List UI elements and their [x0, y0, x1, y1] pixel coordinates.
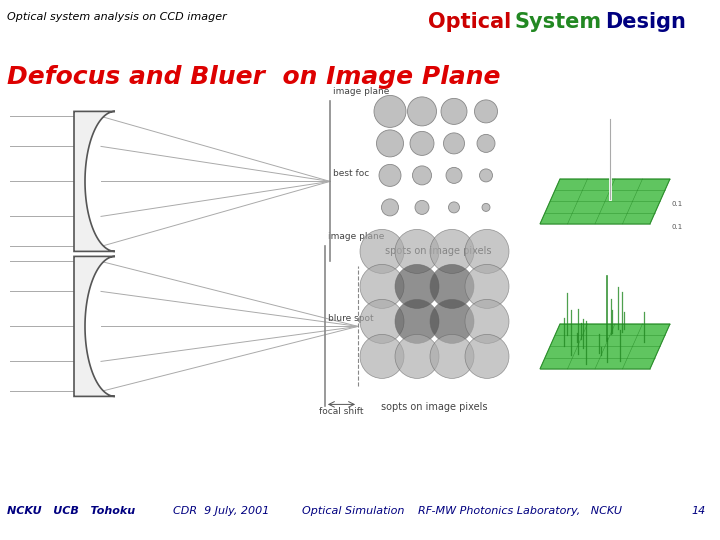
- Circle shape: [465, 265, 509, 308]
- Circle shape: [379, 164, 401, 186]
- Circle shape: [360, 334, 404, 379]
- Polygon shape: [540, 179, 670, 224]
- Circle shape: [360, 230, 404, 273]
- Circle shape: [444, 133, 464, 154]
- Text: 0.1: 0.1: [672, 201, 683, 207]
- Circle shape: [360, 299, 404, 343]
- Text: 14: 14: [691, 505, 706, 516]
- Text: RF-MW Photonics Laboratory,   NCKU: RF-MW Photonics Laboratory, NCKU: [418, 505, 621, 516]
- Text: focal shift: focal shift: [319, 407, 364, 416]
- Text: NCKU   UCB   Tohoku: NCKU UCB Tohoku: [7, 505, 135, 516]
- Circle shape: [430, 230, 474, 273]
- Circle shape: [395, 265, 439, 308]
- Text: image plane: image plane: [328, 232, 384, 241]
- Text: Defocus and Bluer  on Image Plane: Defocus and Bluer on Image Plane: [7, 65, 500, 89]
- Circle shape: [480, 169, 492, 182]
- Circle shape: [441, 98, 467, 124]
- Text: spots on image pixels: spots on image pixels: [384, 246, 491, 256]
- Text: Optical system analysis on CCD imager: Optical system analysis on CCD imager: [7, 12, 227, 22]
- Circle shape: [477, 134, 495, 152]
- Text: Design: Design: [605, 12, 685, 32]
- Circle shape: [465, 230, 509, 273]
- Circle shape: [408, 97, 436, 126]
- Text: 0.1: 0.1: [672, 224, 683, 230]
- Polygon shape: [74, 111, 115, 252]
- Circle shape: [382, 199, 398, 216]
- Circle shape: [395, 299, 439, 343]
- Text: Optical Simulation: Optical Simulation: [302, 505, 405, 516]
- Polygon shape: [540, 324, 670, 369]
- Text: image plane: image plane: [333, 87, 390, 97]
- Circle shape: [465, 299, 509, 343]
- Circle shape: [374, 96, 406, 127]
- Text: CDR  9 July, 2001: CDR 9 July, 2001: [173, 505, 269, 516]
- Text: Optical: Optical: [428, 12, 512, 32]
- Circle shape: [430, 299, 474, 343]
- Circle shape: [430, 334, 474, 379]
- Circle shape: [465, 334, 509, 379]
- Circle shape: [415, 200, 429, 214]
- Circle shape: [449, 202, 459, 213]
- Circle shape: [395, 334, 439, 379]
- Polygon shape: [74, 256, 115, 396]
- Circle shape: [413, 166, 431, 185]
- Text: sopts on image pixels: sopts on image pixels: [382, 402, 487, 412]
- Circle shape: [482, 204, 490, 211]
- Circle shape: [446, 167, 462, 184]
- Text: best foc: best foc: [333, 170, 369, 178]
- Circle shape: [410, 131, 434, 156]
- Circle shape: [377, 130, 403, 157]
- Circle shape: [360, 265, 404, 308]
- Circle shape: [430, 265, 474, 308]
- Text: System: System: [515, 12, 602, 32]
- Circle shape: [395, 230, 439, 273]
- Circle shape: [474, 100, 498, 123]
- Text: blure spot: blure spot: [328, 314, 374, 323]
